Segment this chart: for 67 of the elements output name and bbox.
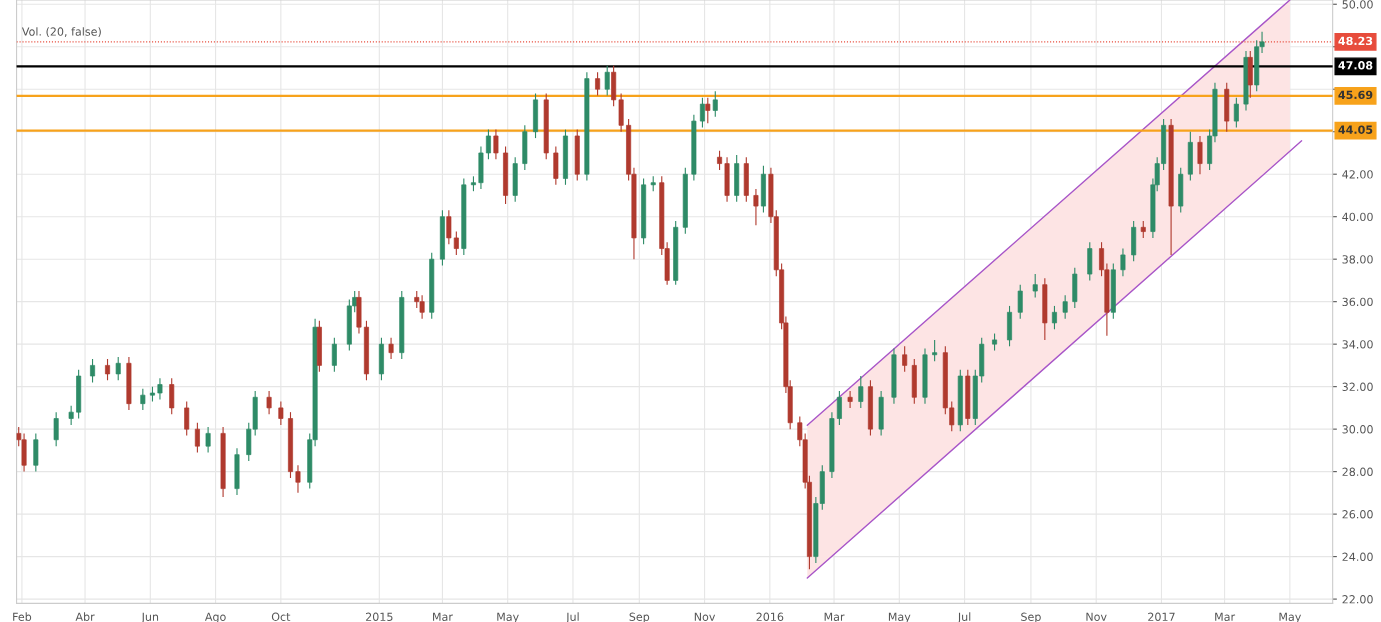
y-tick-label: 50.00 xyxy=(1342,0,1373,9)
y-tick-label: 24.00 xyxy=(1342,552,1373,561)
y-tick-label: 34.00 xyxy=(1342,340,1373,349)
candlestick xyxy=(446,209,452,245)
ref-line-label: 44.05 xyxy=(1338,125,1373,134)
candlestick xyxy=(485,129,491,160)
candlestick xyxy=(331,337,337,373)
candlestick xyxy=(105,358,111,381)
candlestick xyxy=(604,65,610,97)
candlestick xyxy=(932,339,938,362)
x-tick-label: Feb xyxy=(13,612,32,621)
candlestick xyxy=(902,345,908,373)
x-tick-label: 2017 xyxy=(1148,612,1175,621)
candlestick xyxy=(140,388,146,411)
y-tick-label: 38.00 xyxy=(1342,255,1373,264)
candlestick xyxy=(595,71,601,97)
candlestick xyxy=(278,400,284,426)
x-tick-label: Nov xyxy=(1086,612,1107,621)
candlestick xyxy=(53,411,59,447)
ref-line-label: 45.69 xyxy=(1338,90,1373,100)
candlestick xyxy=(90,358,96,383)
x-tick-label: 2016 xyxy=(756,612,784,621)
candlestick xyxy=(453,231,459,256)
candlestick xyxy=(699,97,705,129)
y-tick-label: 22.00 xyxy=(1342,595,1373,604)
candlestick xyxy=(184,400,190,437)
candlestick xyxy=(1017,284,1023,320)
y-tick-label: 32.00 xyxy=(1342,382,1373,392)
y-tick-label: 40.00 xyxy=(1342,212,1373,222)
candlestick xyxy=(205,426,211,454)
candlestick xyxy=(68,405,74,426)
candlestick xyxy=(388,337,394,360)
y-tick-label: 26.00 xyxy=(1342,510,1373,519)
candlestick xyxy=(1233,97,1239,129)
ref-line-label: 48.23 xyxy=(1338,36,1373,46)
candlestick xyxy=(1051,305,1057,330)
candlestick xyxy=(157,377,163,400)
y-tick-label: 30.00 xyxy=(1342,425,1373,434)
annotation: Vol. (20, false) xyxy=(21,27,101,38)
candlestick xyxy=(115,356,121,381)
candlestick xyxy=(753,188,759,226)
y-tick-label: 42.00 xyxy=(1342,170,1373,179)
candlestick xyxy=(717,150,723,171)
candlestick xyxy=(712,90,718,118)
candlestick xyxy=(1120,248,1126,277)
x-tick-label: Nov xyxy=(694,612,716,621)
x-tick-label: Mar xyxy=(1215,612,1236,621)
candlestick xyxy=(266,390,272,415)
candlestick xyxy=(1197,135,1203,175)
candlestick xyxy=(169,377,175,415)
candlestick xyxy=(847,390,853,409)
x-tick-label: 2015 xyxy=(365,612,393,621)
candlestick xyxy=(194,422,200,454)
ref-line-label: 47.08 xyxy=(1338,61,1373,70)
x-tick-label: Abr xyxy=(75,612,95,621)
y-tick-label: 28.00 xyxy=(1342,467,1373,476)
candlestick xyxy=(858,375,864,409)
candlestick xyxy=(295,464,301,494)
x-tick-label: Oct xyxy=(271,612,291,621)
candlestick xyxy=(836,390,842,426)
y-tick-label: 36.00 xyxy=(1342,297,1373,307)
candlestick xyxy=(493,129,499,160)
x-tick-label: Mar xyxy=(824,612,845,621)
candlestick xyxy=(705,97,711,124)
candlestick xyxy=(1062,294,1068,320)
candlestick xyxy=(1032,273,1038,298)
x-tick-label: Mar xyxy=(433,612,453,621)
